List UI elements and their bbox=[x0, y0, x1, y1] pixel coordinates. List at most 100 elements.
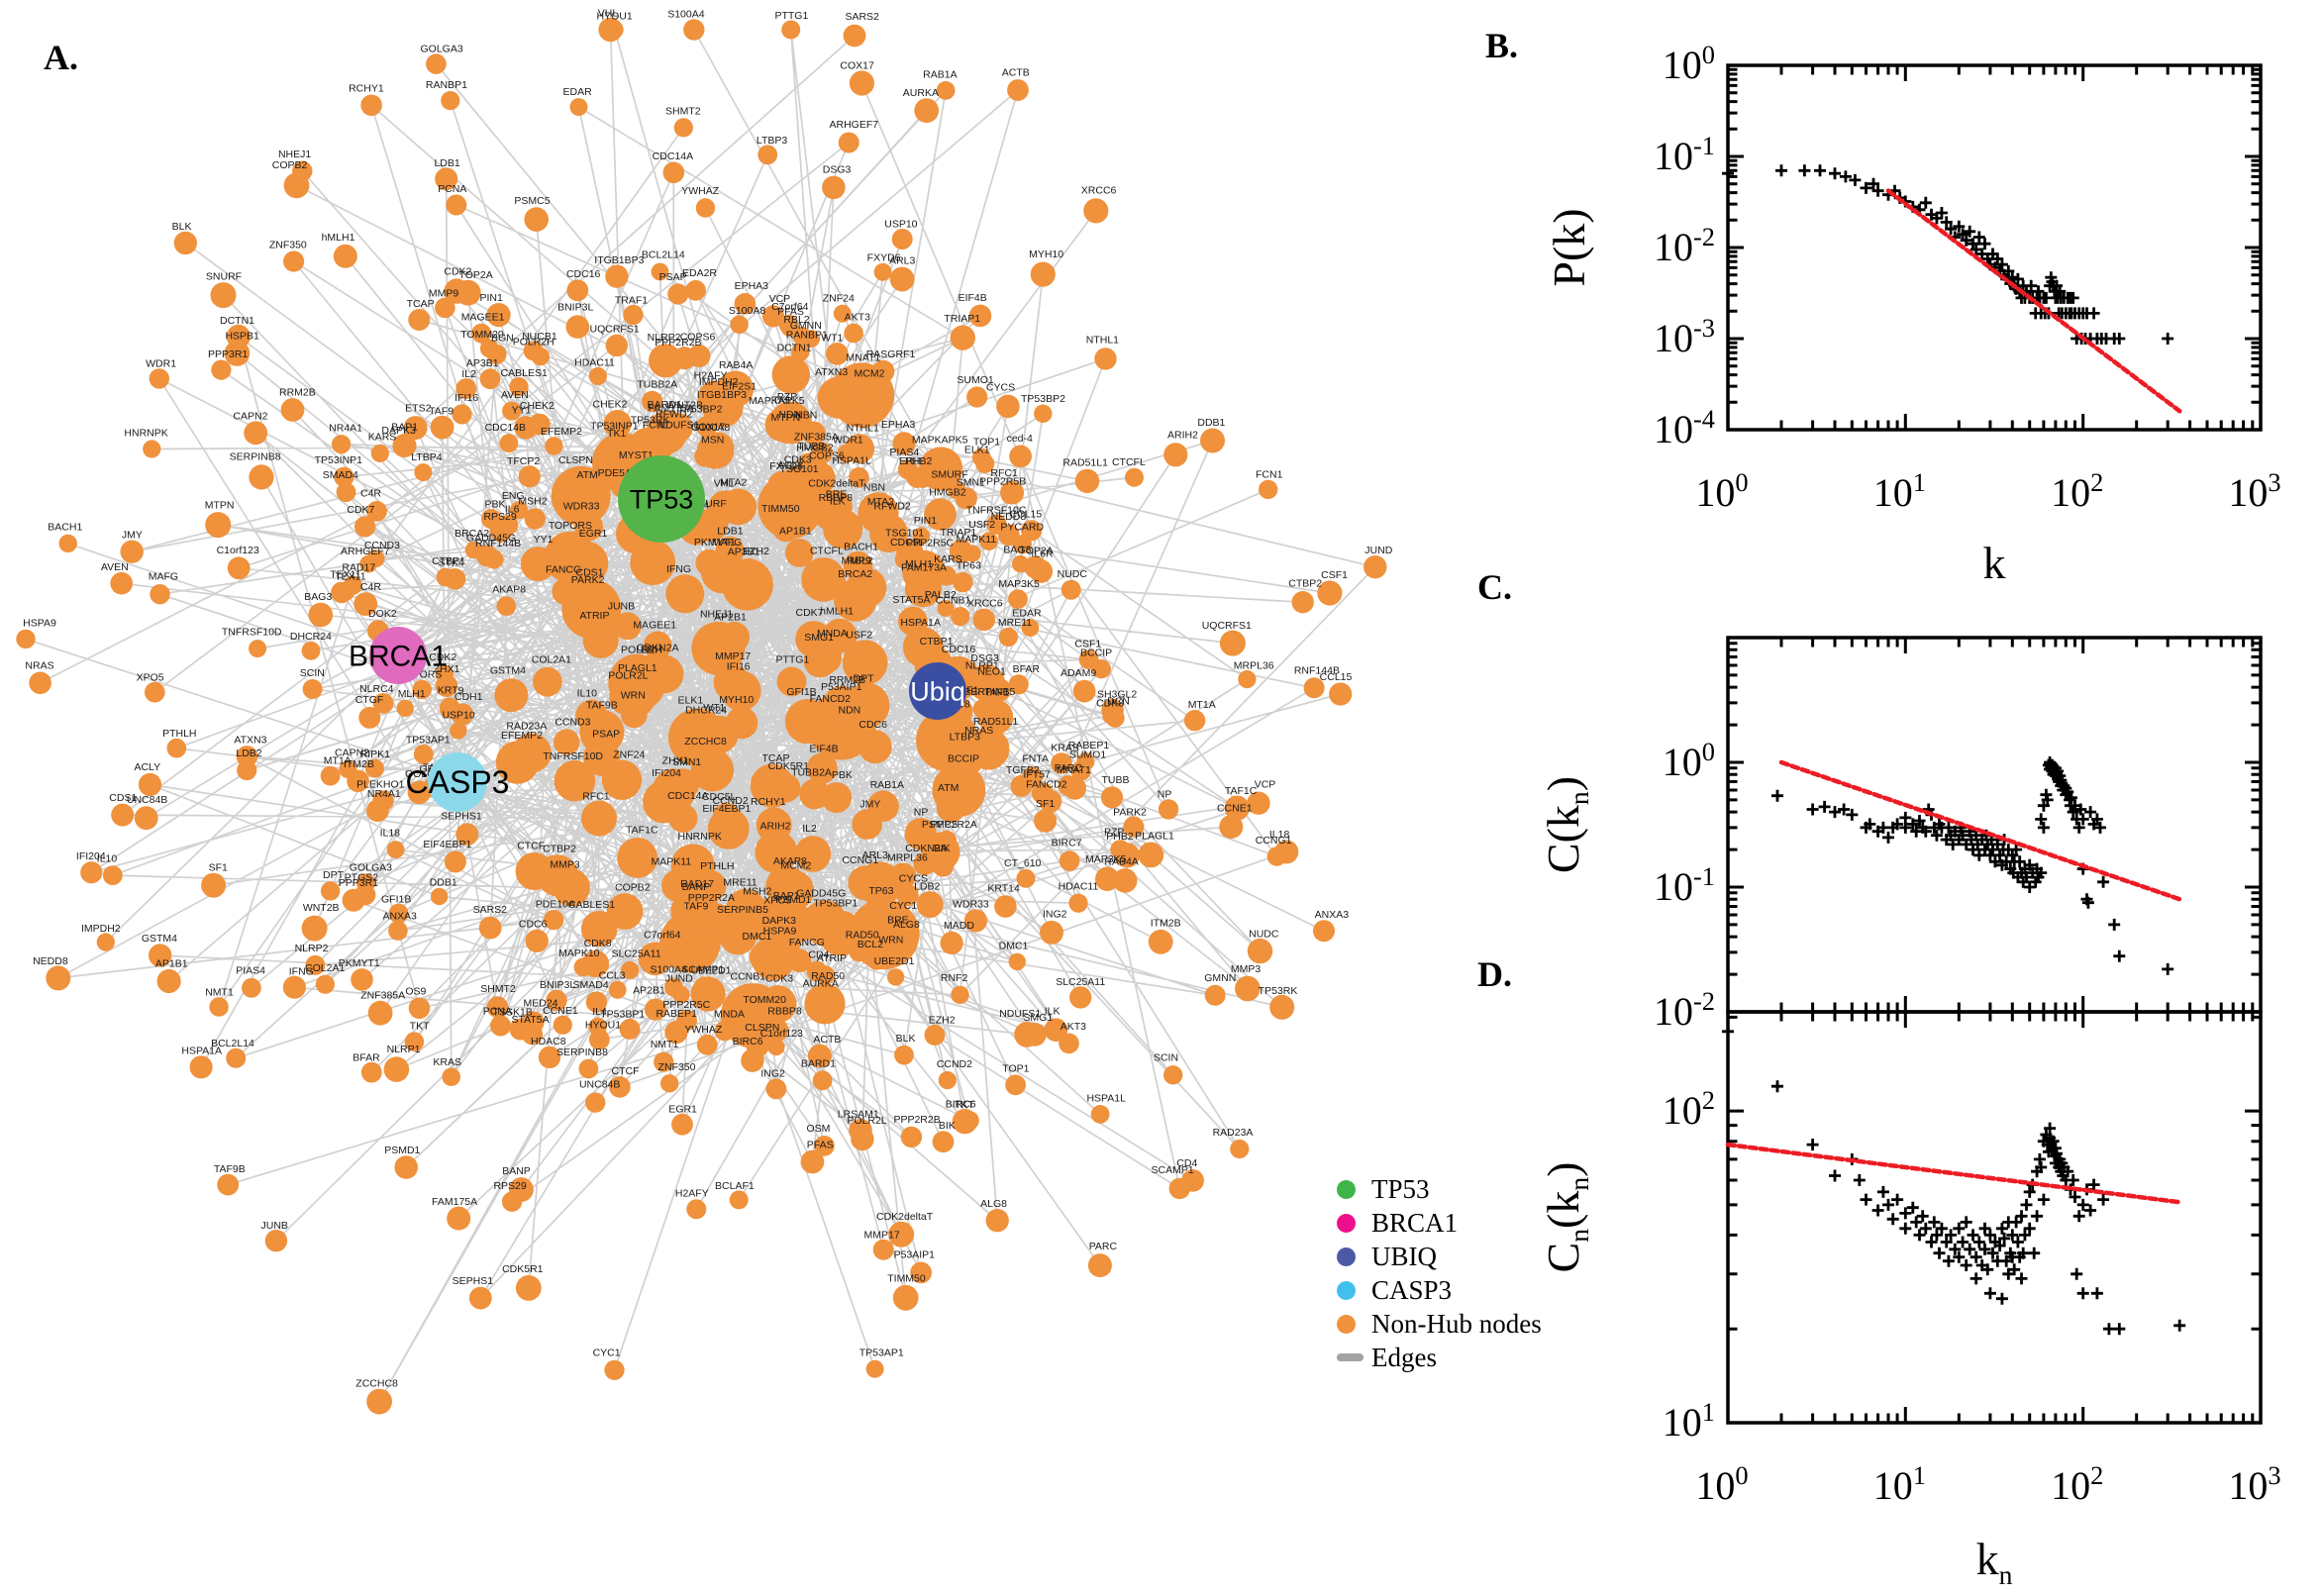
network-node bbox=[1100, 786, 1124, 809]
network-node-label: BCL2L14 bbox=[642, 249, 685, 261]
network-node-label: SMG1 bbox=[804, 632, 834, 644]
network-node bbox=[366, 501, 387, 522]
network-node-label: UQCRFS1 bbox=[590, 323, 640, 335]
chart-b-points bbox=[1722, 164, 2174, 345]
network-node-label: CTBP1 bbox=[432, 555, 465, 567]
chart-d-xtick-label: 101 bbox=[1873, 1460, 1926, 1508]
network-node-label: CLSPN bbox=[745, 1022, 779, 1034]
network-node bbox=[889, 266, 915, 292]
network-node bbox=[767, 1038, 785, 1056]
network-node-label: LTBP4 bbox=[411, 451, 442, 463]
network-node bbox=[673, 118, 693, 138]
network-node-label: XRCC6 bbox=[967, 597, 1003, 609]
network-node bbox=[554, 759, 596, 802]
network-node-label: CDS1 bbox=[109, 792, 137, 804]
network-node bbox=[713, 664, 751, 701]
network-node bbox=[210, 282, 237, 309]
network-node-label: POLR2H bbox=[513, 337, 555, 349]
network-node-label: MAGEE1 bbox=[461, 311, 505, 323]
network-node-label: POLR2L bbox=[608, 670, 648, 682]
network-node-label: MLH1 bbox=[905, 558, 933, 570]
network-node bbox=[913, 852, 937, 876]
chart-c-fit-line bbox=[1778, 759, 2182, 902]
network-node-label: ZHX1 bbox=[662, 755, 689, 767]
chart-b-xtick-label: 102 bbox=[2051, 467, 2103, 515]
network-node bbox=[849, 70, 875, 96]
network-node bbox=[938, 1071, 957, 1090]
network-node bbox=[396, 699, 414, 717]
network-node bbox=[951, 607, 970, 627]
network-node-label: MTPN bbox=[205, 499, 235, 511]
network-node-label: WDR33 bbox=[563, 500, 600, 512]
network-node-label: HNRNPK bbox=[124, 428, 167, 440]
network-node-label: PDE5A bbox=[598, 467, 632, 479]
network-node bbox=[1095, 866, 1120, 891]
network-node-label: CDK7 bbox=[347, 504, 374, 516]
network-node bbox=[354, 516, 376, 538]
network-node-label: SLC25A11 bbox=[1056, 976, 1105, 988]
network-node-label: RASGRF1 bbox=[866, 349, 916, 360]
chart-c-ytick-label: 100 bbox=[1663, 737, 1715, 784]
network-node-label: EPHA3 bbox=[881, 419, 916, 431]
network-node-label: CCNG1 bbox=[842, 854, 878, 866]
network-node-label: HSPA9 bbox=[23, 617, 56, 629]
network-node-label: DDB1 bbox=[430, 876, 457, 888]
network-node-label: TP63 bbox=[868, 885, 893, 897]
network-node-label: BACH1 bbox=[844, 541, 878, 552]
network-node bbox=[605, 264, 629, 288]
network-node bbox=[861, 378, 884, 402]
network-node bbox=[1112, 868, 1138, 893]
network-node-label: COPS6 bbox=[680, 332, 716, 344]
network-node bbox=[524, 508, 546, 530]
network-node-label: MT1A bbox=[324, 754, 352, 766]
network-node bbox=[360, 1061, 382, 1083]
network-node bbox=[367, 1000, 393, 1026]
network-node-label: C4R bbox=[360, 581, 381, 593]
network-node-label: CDK7 bbox=[795, 607, 823, 619]
network-node-label: TP53INP1 bbox=[315, 454, 363, 466]
network-node bbox=[746, 1033, 770, 1057]
network-node-label: JUND bbox=[665, 972, 693, 984]
network-node-label: JUNB bbox=[260, 1220, 287, 1232]
network-node bbox=[979, 532, 998, 550]
network-node bbox=[598, 439, 622, 462]
network-node bbox=[906, 466, 928, 488]
network-node-label: PSAP bbox=[592, 729, 620, 741]
network-node bbox=[533, 666, 562, 697]
network-node bbox=[838, 132, 859, 153]
network-node bbox=[662, 161, 685, 184]
network-node bbox=[209, 997, 229, 1017]
network-node-label: NBN bbox=[795, 410, 817, 422]
network-node bbox=[515, 1275, 542, 1301]
network-node-label: PHB2 bbox=[905, 455, 933, 467]
network-node-label: CYCS bbox=[986, 382, 1015, 394]
network-node-label: FXYD6 bbox=[769, 460, 803, 472]
network-node bbox=[822, 175, 846, 200]
network-node bbox=[189, 1055, 213, 1079]
network-node-label: PFAS bbox=[807, 1140, 834, 1151]
network-node-label: USP10 bbox=[884, 219, 917, 231]
network-node bbox=[972, 699, 993, 720]
chart-c-ytick-label: 10-1 bbox=[1654, 861, 1715, 909]
network-node-label: CSF1 bbox=[1074, 638, 1101, 649]
network-node-label: CT_610 bbox=[1004, 857, 1042, 869]
network-node-label: DMC1 bbox=[743, 931, 772, 943]
network-node-label: LTBP3 bbox=[950, 732, 980, 744]
network-node bbox=[963, 545, 981, 562]
network-node bbox=[354, 884, 376, 906]
network-node bbox=[852, 809, 882, 840]
network-node-label: CDC14A bbox=[653, 150, 693, 162]
network-node bbox=[940, 931, 963, 955]
network-node-label: CYC1 bbox=[889, 900, 917, 912]
network-node-label: RAD51L1 bbox=[1062, 456, 1108, 468]
network-node-label: PYCARD bbox=[1000, 521, 1044, 533]
network-node-label: IL10 bbox=[577, 687, 598, 699]
network-node-label: CYCS bbox=[899, 873, 928, 885]
network-node-label: ced-4 bbox=[1007, 433, 1033, 445]
network-node-label: SMG1 bbox=[1023, 1012, 1053, 1024]
network-node-label: BFAR bbox=[1013, 663, 1041, 675]
network-node bbox=[320, 765, 341, 786]
network-node-label: PARC bbox=[1089, 1241, 1118, 1252]
network-node bbox=[916, 891, 944, 919]
network-node-label: NDN bbox=[778, 409, 801, 421]
